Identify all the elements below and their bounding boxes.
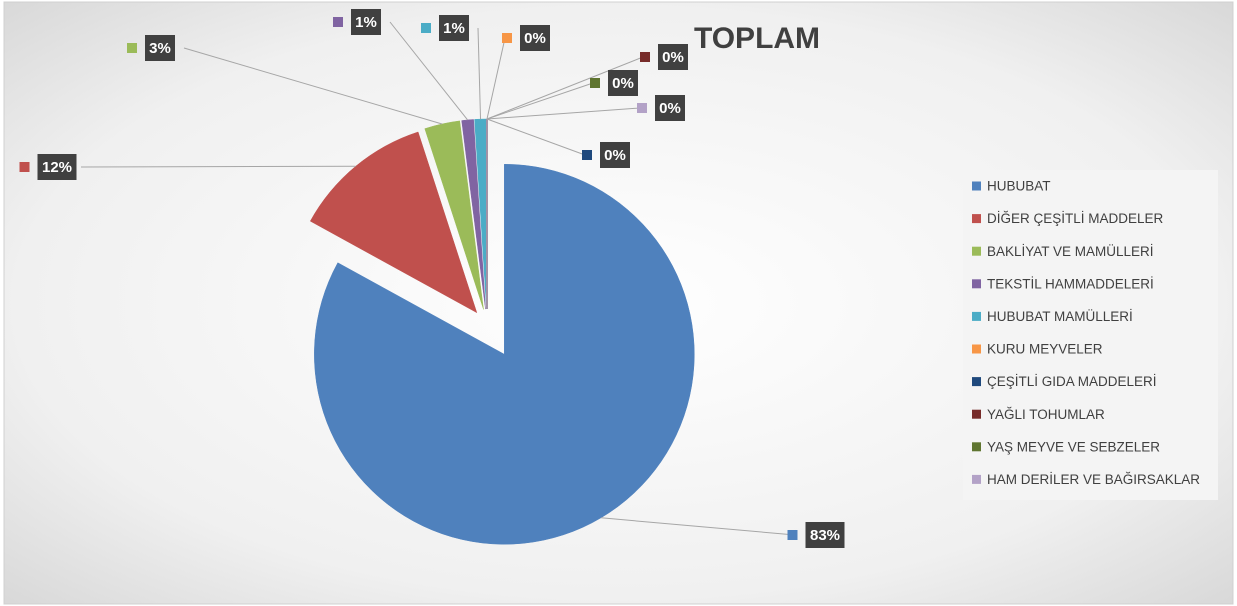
legend-label: HUBUBAT MAMÜLLERİ bbox=[987, 309, 1133, 324]
data-label: 0% bbox=[662, 49, 684, 66]
leader-line bbox=[600, 517, 796, 536]
leader-line bbox=[486, 37, 506, 120]
label-marker bbox=[333, 17, 343, 27]
leader-line bbox=[486, 82, 594, 120]
legend-label: TEKSTİL HAMMADDELERİ bbox=[987, 276, 1154, 291]
label-box bbox=[805, 522, 845, 548]
legend-label: HUBUBAT bbox=[987, 179, 1051, 194]
legend-label: BAKLİYAT VE MAMÜLLERİ bbox=[987, 244, 1154, 259]
legend-label: KURU MEYVELER bbox=[987, 342, 1103, 357]
chart-title: TOPLAM bbox=[694, 22, 820, 55]
label-box bbox=[145, 35, 175, 61]
label-box bbox=[608, 70, 638, 96]
data-label: 0% bbox=[612, 75, 634, 92]
label-marker bbox=[502, 33, 512, 43]
data-label: 0% bbox=[524, 30, 546, 47]
leader-line bbox=[486, 107, 641, 120]
label-box bbox=[37, 154, 77, 180]
legend-label: YAĞLI TOHUMLAR bbox=[987, 407, 1105, 422]
label-marker bbox=[590, 78, 600, 88]
label-marker bbox=[19, 162, 30, 172]
data-label: 83% bbox=[810, 527, 840, 544]
legend-label: YAŞ MEYVE VE SEBZELER bbox=[987, 439, 1160, 454]
leader-line bbox=[80, 165, 356, 168]
label-marker bbox=[787, 530, 798, 540]
leader-line bbox=[389, 21, 469, 121]
legend-box bbox=[963, 170, 1218, 500]
legend-swatch bbox=[972, 311, 981, 321]
legend-label: ÇEŞİTLİ GIDA MADDELERİ bbox=[987, 374, 1157, 389]
data-label: 0% bbox=[604, 147, 626, 164]
label-marker bbox=[582, 150, 592, 160]
pie-slice bbox=[309, 131, 478, 314]
legend-label: DİĞER ÇEŞİTLİ MADDELER bbox=[987, 211, 1164, 226]
label-box bbox=[655, 95, 685, 121]
legend-swatch bbox=[972, 474, 981, 484]
leader-line bbox=[486, 118, 586, 156]
legend-swatch bbox=[972, 214, 981, 224]
leader-line bbox=[183, 47, 443, 125]
data-label: 3% bbox=[149, 40, 171, 57]
data-label: 1% bbox=[355, 14, 377, 31]
label-marker bbox=[421, 23, 431, 33]
leader-line bbox=[486, 56, 644, 120]
data-label: 12% bbox=[42, 159, 72, 176]
legend-swatch bbox=[972, 279, 981, 289]
legend-swatch bbox=[972, 442, 981, 452]
label-box bbox=[351, 9, 381, 35]
label-marker bbox=[127, 43, 137, 53]
label-marker bbox=[637, 103, 647, 113]
pie-slice bbox=[314, 164, 695, 545]
legend-swatch bbox=[972, 181, 981, 191]
label-box bbox=[439, 15, 469, 41]
legend-label: HAM DERİLER VE BAĞIRSAKLAR bbox=[987, 472, 1200, 487]
label-box bbox=[520, 25, 550, 51]
data-label: 0% bbox=[659, 100, 681, 117]
leader-line bbox=[477, 27, 482, 120]
legend-swatch bbox=[972, 246, 981, 256]
label-marker bbox=[640, 52, 650, 62]
label-box bbox=[600, 142, 630, 168]
legend-swatch bbox=[972, 409, 981, 419]
data-label: 1% bbox=[443, 20, 465, 37]
legend-swatch bbox=[972, 377, 981, 387]
legend-swatch bbox=[972, 344, 981, 354]
label-box bbox=[658, 44, 688, 70]
